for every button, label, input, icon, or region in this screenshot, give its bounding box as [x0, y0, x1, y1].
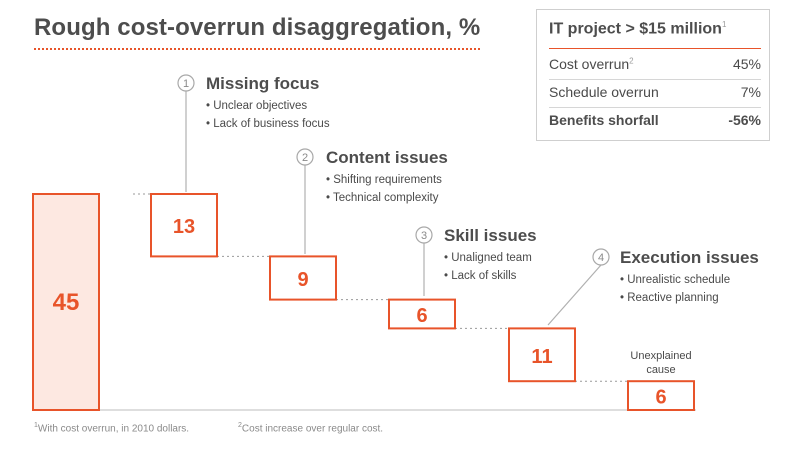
annotation-title: Execution issues — [620, 248, 759, 267]
footnote-2: 2Cost increase over regular cost. — [238, 422, 383, 434]
bar-value-label: 11 — [531, 346, 552, 368]
footnote-text: Cost increase over regular cost. — [241, 423, 384, 435]
summary-heading-text: IT project > $15 million — [549, 20, 722, 38]
summary-row-label: Cost overrun2 — [549, 56, 634, 72]
bar-value-label: 6 — [655, 387, 666, 409]
step-bar — [269, 255, 337, 301]
bar-value-label: 9 — [297, 269, 308, 291]
step-number-circle — [296, 148, 314, 166]
step-number-circle — [415, 226, 433, 244]
step-number: 2 — [302, 152, 308, 164]
step-number: 1 — [183, 78, 189, 90]
title-underline — [34, 48, 480, 50]
summary-row-value: 7% — [740, 84, 761, 100]
summary-row-label-text: Cost overrun — [549, 56, 630, 72]
summary-row-schedule: Schedule overrun 7% — [549, 84, 761, 104]
annotation-bullet: • Shifting requirements — [326, 174, 442, 186]
unexplained-cause-label: Unexplained — [630, 350, 691, 362]
summary-row-note: 2 — [629, 56, 634, 66]
annotation-bullet: • Unrealistic schedule — [620, 274, 730, 286]
footnote-mark: 2 — [238, 422, 242, 429]
step-bar — [508, 327, 576, 383]
summary-row-label: Benefits shorfall — [549, 112, 659, 128]
annotation-title: Missing focus — [206, 74, 319, 93]
bar-value-label: 45 — [53, 289, 80, 316]
step-number: 3 — [421, 230, 427, 242]
step-number-circle — [177, 74, 195, 92]
step-bar — [388, 298, 456, 330]
summary-row-divider — [549, 107, 761, 108]
annotation-bullet: • Technical complexity — [326, 192, 439, 204]
footnote-mark: 1 — [34, 422, 38, 429]
summary-row-divider — [549, 79, 761, 80]
annotation-bullet: • Lack of skills — [444, 270, 517, 282]
footnote-text: With cost overrun, in 2010 dollars. — [37, 423, 190, 435]
leader-line — [547, 264, 602, 326]
bar-value-label: 13 — [173, 216, 195, 238]
annotation-bullet: • Unaligned team — [444, 252, 532, 264]
summary-row-value: 45% — [732, 56, 761, 72]
annotation-bullet: • Lack of business focus — [206, 118, 330, 130]
summary-row-value: -56% — [728, 112, 761, 128]
annotation-bullet: • Reactive planning — [620, 292, 719, 304]
bar-value-label: 6 — [416, 305, 427, 327]
annotation-title: Content issues — [326, 148, 448, 167]
summary-heading: IT project > $15 million1 — [549, 20, 761, 38]
summary-row-cost: Cost overrun2 45% — [549, 56, 761, 76]
summary-heading-note: 1 — [721, 20, 727, 29]
step-bar — [627, 380, 695, 412]
summary-row-label: Schedule overrun — [549, 84, 659, 100]
step-number-circle — [592, 248, 610, 266]
total-bar — [32, 193, 100, 411]
summary-row-benefits: Benefits shorfall -56% — [549, 112, 761, 132]
page-title: Rough cost-overrun disaggregation, % — [34, 14, 481, 41]
annotation-bullet: • Unclear objectives — [206, 100, 307, 112]
unexplained-cause-label: cause — [646, 364, 675, 376]
footnote-1: 1With cost overrun, in 2010 dollars. — [34, 422, 189, 434]
step-bar — [150, 193, 218, 258]
summary-rule — [549, 48, 761, 49]
summary-box: IT project > $15 million1 Cost overrun2 … — [536, 9, 770, 141]
annotation-title: Skill issues — [444, 226, 537, 245]
step-number: 4 — [598, 252, 604, 264]
